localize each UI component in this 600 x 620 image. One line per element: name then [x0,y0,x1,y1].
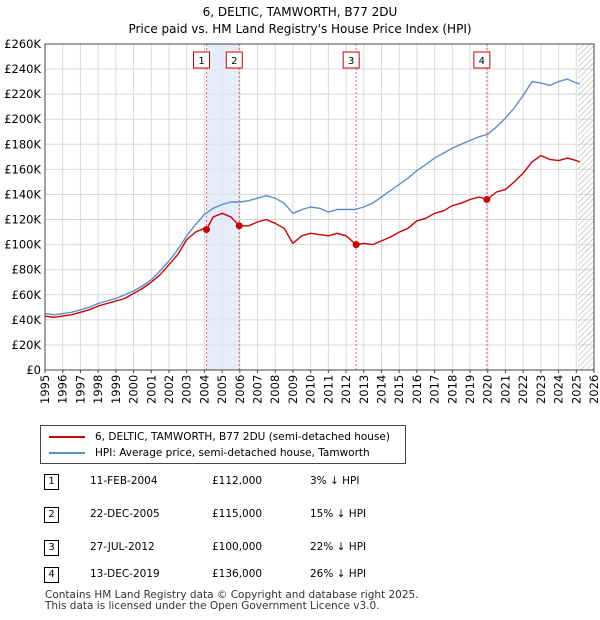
sale-point [483,195,491,203]
sale-date: 11-FEB-2004 [90,475,158,487]
sale-period-shade [206,44,240,370]
sale-box-label: 2 [231,56,237,67]
sale-box-label: 1 [198,56,204,67]
x-tick-label: 2010 [304,375,318,404]
y-tick-label: £240K [4,62,41,76]
sale-date: 27-JUL-2012 [90,541,155,553]
footer: Contains HM Land Registry data © Copyrig… [45,590,419,612]
property-price-line [44,154,581,318]
sale-box [473,51,491,69]
sale-price: £112,000 [212,475,263,487]
x-tick-label: 2005 [215,375,229,404]
legend-item-property: 6, DELTIC, TAMWORTH, B77 2DU (semi-detac… [49,429,390,445]
x-tick-label: 2002 [162,375,176,404]
legend: 6, DELTIC, TAMWORTH, B77 2DU (semi-detac… [40,425,406,464]
sale-hpi-diff: 22% ↓ HPI [310,541,367,553]
y-tick-label: £140K [4,187,41,201]
legend-item-hpi: HPI: Average price, semi-detached house,… [49,445,370,461]
sale-box [225,51,243,69]
legend-label-hpi: HPI: Average price, semi-detached house,… [95,447,370,459]
y-tick-label: £120K [4,213,41,227]
sale-number: 3 [44,540,59,556]
sale-price: £115,000 [212,508,263,520]
x-tick-label: 2006 [233,375,247,404]
plot-area [45,44,594,370]
y-tick-label: £40K [12,313,42,327]
y-tick-label: £200K [4,112,41,126]
x-tick-label: 2009 [286,375,300,404]
x-tick-label: 1999 [109,375,123,404]
x-tick-label: 2024 [552,375,566,404]
y-tick-label: £160K [4,162,41,176]
legend-swatch-hpi [49,452,85,454]
table-row: 1 11-FEB-2004 £112,000 3% ↓ HPI [40,474,440,490]
sale-number: 4 [44,567,59,583]
y-tick-label: £0 [26,363,41,377]
y-tick-label: £60K [12,288,42,302]
sale-point [352,241,360,249]
x-tick-label: 2021 [498,375,512,404]
sale-number: 2 [44,507,59,523]
sale-hpi-diff: 15% ↓ HPI [310,508,367,520]
sale-point [235,222,243,230]
x-tick-label: 1997 [73,375,87,404]
sale-point [203,226,211,234]
x-tick-label: 2020 [481,375,495,404]
sale-date: 22-DEC-2005 [90,508,160,520]
x-tick-label: 1998 [91,375,105,404]
y-tick-label: £180K [4,137,41,151]
x-tick-label: 2017 [428,375,442,404]
table-row: 3 27-JUL-2012 £100,000 22% ↓ HPI [40,540,440,556]
forecast-hatch [578,44,594,370]
x-tick-label: 2008 [268,375,282,404]
axes-frame [44,43,595,371]
chart-subtitle: Price paid vs. HM Land Registry's House … [128,22,472,36]
x-tick-label: 2004 [197,375,211,404]
sale-price: £136,000 [212,568,263,580]
y-tick-label: £80K [12,263,42,277]
sale-hpi-diff: 26% ↓ HPI [310,568,367,580]
sale-price: £100,000 [212,541,263,553]
sale-date: 13-DEC-2019 [90,568,160,580]
x-tick-label: 2001 [144,375,158,404]
x-tick-label: 2026 [587,375,600,404]
x-tick-label: 2023 [534,375,548,404]
x-tick-label: 2012 [339,375,353,404]
table-row: 2 22-DEC-2005 £115,000 15% ↓ HPI [40,507,440,523]
footer-copyright: Contains HM Land Registry data © Copyrig… [45,589,419,601]
x-tick-label: 2015 [392,375,406,404]
y-tick-label: £20K [12,338,42,352]
hpi-line [44,78,581,316]
y-tick-label: £100K [4,238,41,252]
sale-box-label: 4 [479,56,485,67]
x-tick-label: 2016 [410,375,424,404]
x-tick-label: 2007 [251,375,265,404]
sale-hpi-diff: 3% ↓ HPI [310,475,360,487]
legend-swatch-property [49,436,85,438]
x-tick-label: 2019 [463,375,477,404]
sale-box-label: 3 [348,56,354,67]
table-row: 4 13-DEC-2019 £136,000 26% ↓ HPI [40,567,440,583]
x-tick-label: 2013 [357,375,371,404]
x-tick-label: 2003 [180,375,194,404]
price-chart: £0 £20K £40K £60K £80K £100K £120K £140K £160K £1… [4,37,600,404]
chart-title: 6, DELTIC, TAMWORTH, B77 2DU [202,5,398,19]
x-tick-label: 2018 [445,375,459,404]
x-tick-label: 1996 [56,375,70,404]
y-tick-label: £220K [4,87,41,101]
sale-box [193,51,211,69]
x-tick-label: 2014 [374,375,388,404]
footer-licence: This data is licensed under the Open Gov… [45,600,380,612]
x-tick-label: 2011 [321,375,335,404]
y-tick-label: £260K [4,37,41,51]
x-tick-label: 2022 [516,375,530,404]
legend-label-property: 6, DELTIC, TAMWORTH, B77 2DU (semi-detac… [95,431,390,443]
x-tick-label: 2000 [127,375,141,404]
sale-box [342,51,360,69]
sale-number: 1 [44,474,59,490]
x-tick-label: 1995 [38,375,52,404]
x-tick-label: 2025 [569,375,583,404]
